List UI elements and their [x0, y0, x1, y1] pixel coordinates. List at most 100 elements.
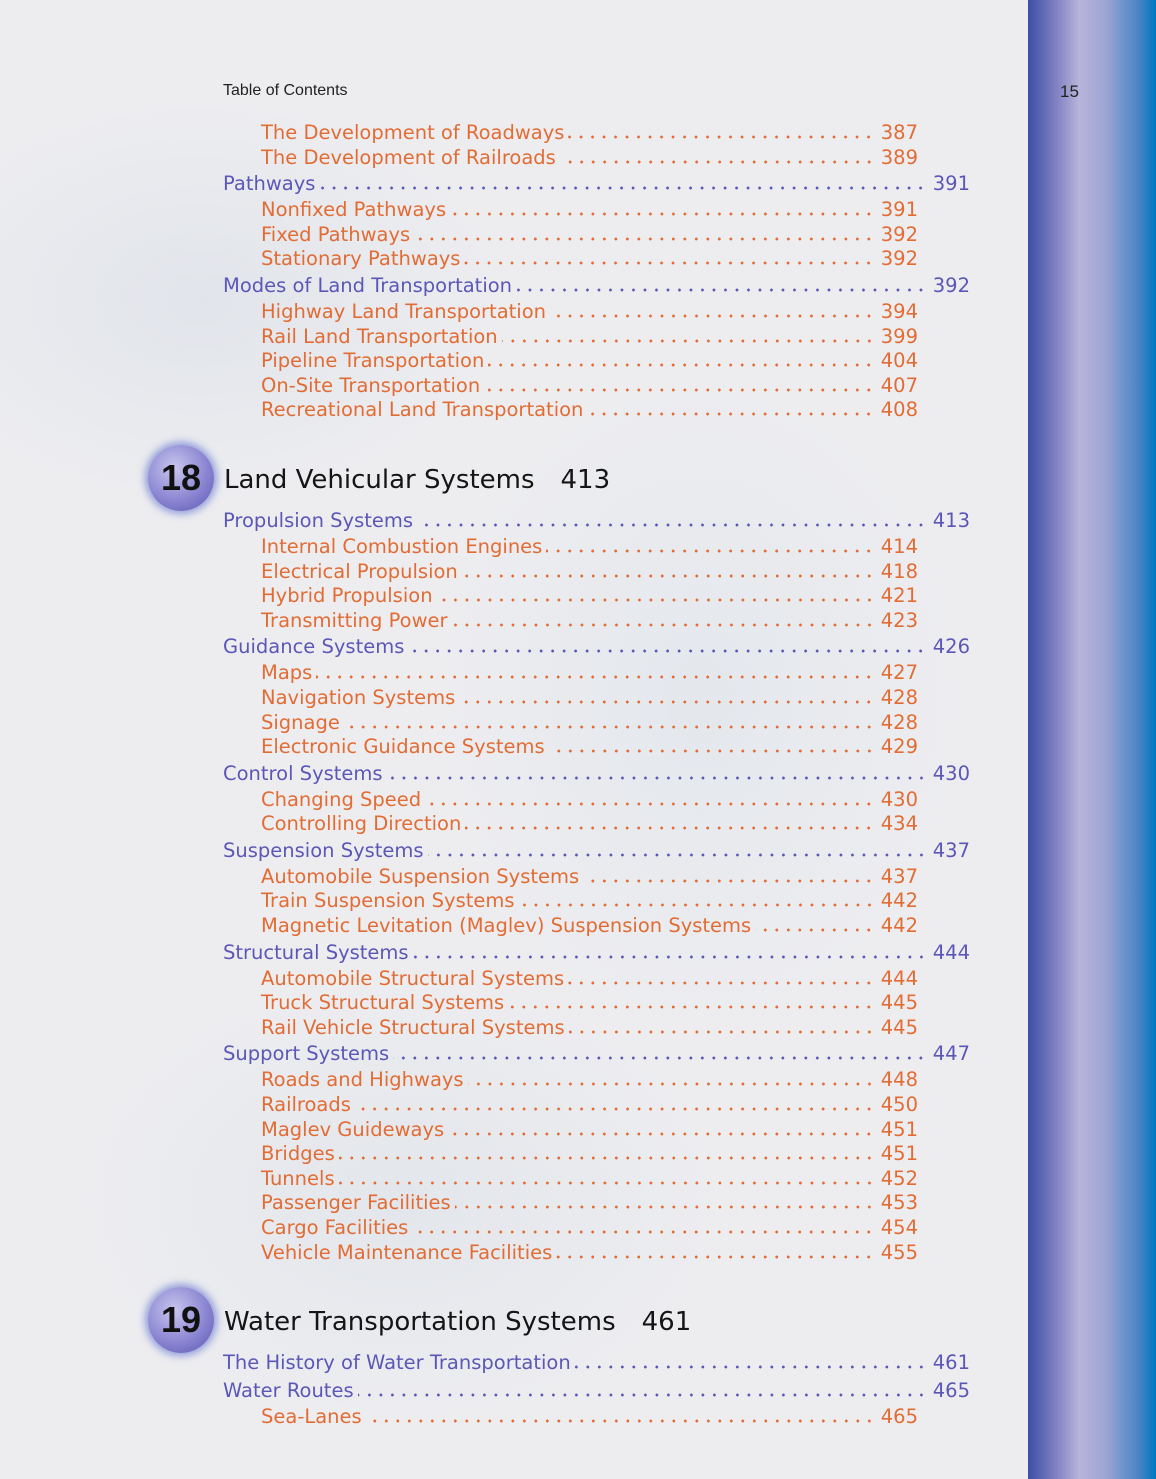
toc-subsection-entry[interactable]: Cargo Facilities 454	[261, 1216, 918, 1241]
chapter-heading[interactable]: 18 Land Vehicular Systems 413	[0, 444, 1028, 511]
entry-title: The History of Water Transportation	[223, 1351, 571, 1375]
entry-page: 391	[880, 198, 918, 222]
entry-page: 392	[880, 247, 918, 271]
entry-page: 427	[880, 661, 918, 685]
dot-leader	[414, 236, 875, 241]
chapter-heading[interactable]: 19 Water Transportation Systems 461	[0, 1287, 1028, 1354]
entry-page: 447	[932, 1042, 970, 1066]
toc-subsection-entry[interactable]: Train Suspension Systems 442	[261, 889, 918, 914]
toc-section-entry[interactable]: Water Routes 465	[223, 1377, 970, 1405]
toc-subsection-entry[interactable]: Automobile Structural Systems 444	[261, 967, 918, 992]
toc-subsection-entry[interactable]: On-Site Transportation 407	[261, 374, 918, 399]
toc-subsection-entry[interactable]: Rail Vehicle Structural Systems 445	[261, 1016, 918, 1041]
dot-leader	[556, 1254, 875, 1259]
entry-page: 445	[880, 1015, 918, 1039]
dot-leader	[467, 1082, 875, 1087]
dot-leader	[338, 1156, 875, 1161]
toc-subsection-entry[interactable]: Pipeline Transportation 404	[261, 349, 918, 374]
toc-subsection-entry[interactable]: Roads and Highways 448	[261, 1068, 918, 1093]
entry-title: Propulsion Systems	[223, 508, 414, 532]
toc-subsection-entry[interactable]: Automobile Suspension Systems 437	[261, 865, 918, 890]
page-background	[0, 0, 1028, 1479]
entry-title: Electronic Guidance Systems	[261, 735, 545, 759]
dot-leader	[338, 1180, 875, 1185]
toc-section-entry[interactable]: Pathways 391	[223, 170, 970, 198]
entry-page: 414	[880, 534, 918, 558]
entry-page: 418	[880, 559, 918, 583]
dot-leader	[448, 1131, 875, 1136]
toc-subsection-entry[interactable]: The Development of Railroads 389	[261, 146, 918, 171]
entry-title: Train Suspension Systems	[261, 889, 515, 913]
toc-subsection-entry[interactable]: Internal Combustion Engines 414	[261, 535, 918, 560]
dot-leader	[546, 548, 875, 553]
entry-page: 444	[932, 940, 970, 964]
dot-leader	[461, 573, 875, 578]
toc-subsection-entry[interactable]: Signage 428	[261, 711, 918, 736]
toc-subsection-entry[interactable]: The Development of Roadways 387	[261, 121, 918, 146]
dot-leader	[464, 261, 875, 266]
toc-subsection-entry[interactable]: Truck Structural Systems 445	[261, 991, 918, 1016]
entry-title: Sea-Lanes	[261, 1405, 362, 1429]
toc-subsection-entry[interactable]: Rail Land Transportation 399	[261, 325, 918, 350]
entry-title: Fixed Pathways	[261, 222, 411, 246]
toc-section-entry[interactable]: The History of Water Transportation 461	[223, 1349, 970, 1377]
toc-section-entry[interactable]: Guidance Systems 426	[223, 633, 970, 661]
toc-subsection-entry[interactable]: Transmitting Power 423	[261, 609, 918, 634]
toc-subsection-entry[interactable]: Maglev Guideways 451	[261, 1118, 918, 1143]
toc-section-entry[interactable]: Structural Systems 444	[223, 939, 970, 967]
toc-subsection-entry[interactable]: Sea-Lanes 465	[261, 1405, 918, 1430]
toc-subsection-entry[interactable]: Magnetic Levitation (Maglev) Suspension …	[261, 914, 918, 939]
entry-title: The Development of Roadways	[261, 121, 565, 144]
toc-subsection-entry[interactable]: Highway Land Transportation 394	[261, 300, 918, 325]
dot-leader	[587, 412, 875, 417]
toc-subsection-entry[interactable]: Stationary Pathways 392	[261, 247, 918, 272]
toc-subsection-entry[interactable]: Bridges 451	[261, 1142, 918, 1167]
toc-section-entry[interactable]: Suspension Systems 437	[223, 837, 970, 865]
entry-title: Vehicle Maintenance Facilities	[261, 1240, 553, 1264]
dot-leader	[568, 135, 875, 139]
toc-section-entry[interactable]: Control Systems 430	[223, 760, 970, 788]
toc-subsection-entry[interactable]: Nonfixed Pathways 391	[261, 198, 918, 223]
toc-subsection-entry[interactable]: Recreational Land Transportation 408	[261, 398, 918, 423]
dot-leader	[518, 903, 875, 908]
toc-subsection-entry[interactable]: Maps 427	[261, 661, 918, 686]
entry-title: Automobile Suspension Systems	[261, 864, 580, 888]
toc-subsection-entry[interactable]: Railroads 450	[261, 1093, 918, 1118]
toc-subsection-entry[interactable]: Fixed Pathways 392	[261, 223, 918, 248]
dot-leader	[550, 313, 875, 318]
page-edge-band	[1028, 0, 1156, 1479]
chapter-title: Water Transportation Systems	[224, 1307, 616, 1338]
dot-leader	[386, 775, 927, 780]
dot-leader	[412, 1230, 875, 1234]
entry-title: Nonfixed Pathways	[261, 198, 447, 222]
toc-subsection-entry[interactable]: Controlling Direction 434	[261, 812, 918, 837]
dot-leader	[425, 801, 875, 806]
toc-subsection-entry[interactable]: Electronic Guidance Systems 429	[261, 735, 918, 760]
toc-subsection-entry[interactable]: Passenger Facilities 453	[261, 1191, 918, 1216]
entry-page: 455	[880, 1240, 918, 1264]
chapter-page: 413	[560, 464, 611, 495]
entry-title: Magnetic Levitation (Maglev) Suspension …	[261, 914, 752, 938]
toc-section-entry[interactable]: Support Systems 447	[223, 1040, 970, 1068]
entry-page: 423	[880, 608, 918, 632]
toc-subsection-entry[interactable]: Tunnels 452	[261, 1167, 918, 1192]
dot-leader	[427, 852, 927, 857]
toc-section-entry[interactable]: Propulsion Systems 413	[223, 507, 970, 535]
dot-leader	[451, 622, 875, 627]
toc-subsection-entry[interactable]: Electrical Propulsion 418	[261, 560, 918, 585]
toc-section-entry[interactable]: Modes of Land Transportation 392	[223, 272, 970, 300]
toc-subsection-entry[interactable]: Changing Speed 430	[261, 788, 918, 813]
toc-subsection-entry[interactable]: Vehicle Maintenance Facilities 455	[261, 1241, 918, 1266]
entry-title: Cargo Facilities	[261, 1216, 409, 1239]
dot-leader	[574, 1365, 927, 1370]
dot-leader	[408, 649, 927, 654]
toc-subsection-entry[interactable]: Navigation Systems 428	[261, 686, 918, 711]
dot-leader	[755, 928, 875, 933]
toc-subsection-entry[interactable]: Hybrid Propulsion 421	[261, 584, 918, 609]
dot-leader	[450, 212, 875, 217]
entry-page: 465	[932, 1379, 970, 1403]
entry-page: 428	[880, 685, 918, 709]
entry-title: Navigation Systems	[261, 685, 456, 709]
entry-page: 445	[880, 991, 918, 1015]
entry-title: Internal Combustion Engines	[261, 534, 543, 558]
